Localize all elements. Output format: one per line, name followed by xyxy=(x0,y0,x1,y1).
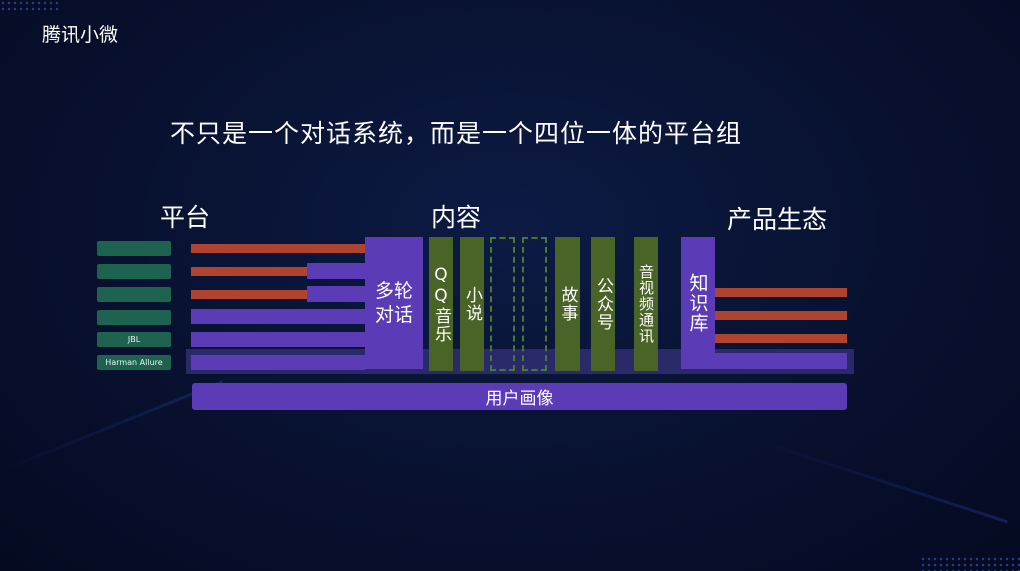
connector-bar xyxy=(191,355,365,370)
connector-bar xyxy=(191,332,365,347)
decor-streak xyxy=(759,440,1008,524)
page-title: 不只是一个对话系统，而是一个四位一体的平台组 xyxy=(170,119,743,148)
user-profile-label: 用户画像 xyxy=(485,389,554,409)
content-item-qq-music: QQ音乐 xyxy=(429,237,453,371)
ecosystem-bar xyxy=(715,311,847,320)
device-item xyxy=(97,241,171,256)
section-title-ecosystem: 产品生态 xyxy=(727,205,828,234)
content-item-label: 音视频通讯 xyxy=(637,264,655,344)
content-item-label: 小说 xyxy=(462,286,482,322)
brand-logo-text: 腾讯小微 xyxy=(42,24,119,46)
content-item-label: 故事 xyxy=(557,286,578,322)
connector-bar xyxy=(191,290,307,299)
connector-block xyxy=(307,263,365,279)
decor-dots-top-left xyxy=(0,0,60,14)
ecosystem-bar xyxy=(715,288,847,297)
knowledge-base-label: 知识库 xyxy=(686,273,709,333)
content-item-label: QQ音乐 xyxy=(431,265,451,343)
content-item-label: 公众号 xyxy=(593,277,613,331)
content-item-placeholder xyxy=(522,237,547,371)
device-item xyxy=(97,287,171,302)
content-item-placeholder xyxy=(490,237,515,371)
knowledge-base-box: 知识库 xyxy=(681,237,715,369)
ecosystem-bar xyxy=(715,353,847,369)
connector-bar xyxy=(191,309,365,324)
section-title-platform: 平台 xyxy=(160,203,211,232)
device-item xyxy=(97,264,171,279)
section-title-content: 内容 xyxy=(431,203,482,232)
ecosystem-bar xyxy=(715,334,847,343)
content-item-av-communication: 音视频通讯 xyxy=(634,237,658,371)
content-item-story: 故事 xyxy=(555,237,580,371)
multi-turn-dialogue-box: 多轮对话 xyxy=(365,237,423,369)
device-item-harman: Harman Allure xyxy=(97,355,171,370)
content-item-official-account: 公众号 xyxy=(591,237,615,371)
connector-block xyxy=(307,286,365,302)
device-item-jbl: JBL xyxy=(97,332,171,347)
connector-bar xyxy=(191,244,365,253)
connector-bar xyxy=(191,267,307,276)
decor-streak xyxy=(0,380,224,473)
content-item-novel: 小说 xyxy=(460,237,484,371)
user-profile-bar: 用户画像 xyxy=(192,383,847,410)
device-item xyxy=(97,310,171,325)
multi-turn-dialogue-label: 多轮对话 xyxy=(374,280,413,326)
decor-dots-bottom-right xyxy=(920,556,1020,571)
